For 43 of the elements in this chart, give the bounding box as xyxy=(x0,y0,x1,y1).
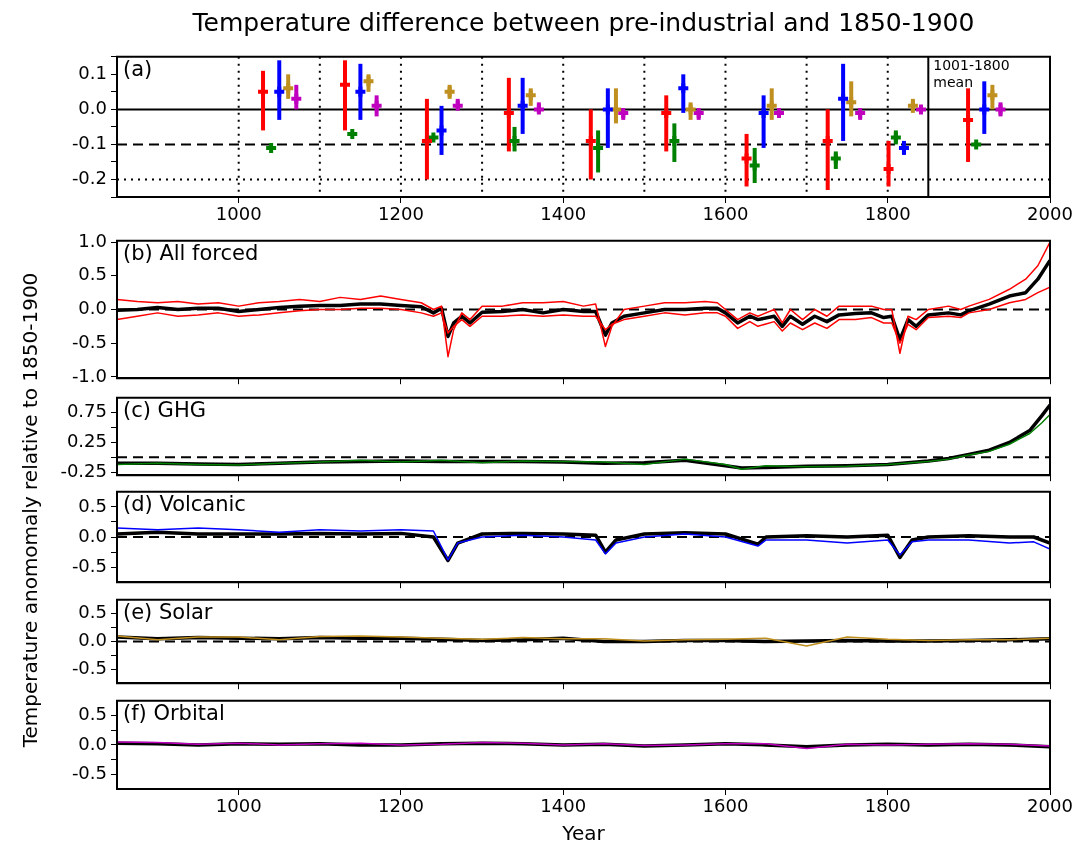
y-tick-label: 1.0 xyxy=(78,229,107,251)
x-tick-label: 1000 xyxy=(215,203,262,225)
y-tick-label: -0.5 xyxy=(71,761,107,783)
y-tick-label: 0.5 xyxy=(78,703,107,725)
y-tick-label: -0.5 xyxy=(71,330,107,352)
x-tick-label: 2000 xyxy=(1027,795,1073,817)
x-tick-label: 1800 xyxy=(864,203,911,225)
x-axis-title: Year xyxy=(561,821,606,845)
x-tick-label: 2000 xyxy=(1027,203,1073,225)
x-tick-label: 1600 xyxy=(702,203,749,225)
x-tick-label: 1200 xyxy=(378,795,424,817)
x-tick-label: 1400 xyxy=(540,203,587,225)
x-tick-label: 1400 xyxy=(540,795,587,817)
x-tick-label: 1200 xyxy=(378,203,424,225)
annotation: (a) xyxy=(123,56,153,81)
y-tick-label: -0.5 xyxy=(71,554,107,576)
annotation: (d) Volcanic xyxy=(123,491,246,516)
annotation: (e) Solar xyxy=(123,599,213,624)
x-tick-label: 1600 xyxy=(702,795,749,817)
x-tick-label: 1000 xyxy=(215,795,262,817)
y-tick-label: -0.1 xyxy=(71,132,107,154)
y-tick-label: 0.5 xyxy=(78,601,107,623)
y-tick-label: 0.0 xyxy=(78,524,107,546)
y-tick-label: 0.0 xyxy=(78,297,107,319)
annotation: (b) All forced xyxy=(123,240,259,265)
y-tick-label: -1.0 xyxy=(71,364,107,386)
y-axis-title: Temperature anomomaly relative to 1850-1900 xyxy=(18,272,42,748)
annotation: (f) Orbital xyxy=(123,700,225,725)
annotation: 1001-1800 mean xyxy=(933,57,1010,91)
x-tick-label: 1800 xyxy=(864,795,911,817)
y-tick-label: 0.25 xyxy=(66,430,107,452)
y-tick-label: 0.5 xyxy=(78,494,107,516)
y-tick-label: -0.25 xyxy=(60,459,107,481)
chart-title: Temperature difference between pre-industrial and 1850-1900 xyxy=(191,8,976,37)
y-tick-label: 0.0 xyxy=(78,732,107,754)
y-tick-label: -0.5 xyxy=(71,656,107,678)
annotation: (c) GHG xyxy=(123,397,206,422)
y-tick-label: 0.5 xyxy=(78,263,107,285)
y-tick-label: 0.0 xyxy=(78,629,107,651)
y-tick-label: 0.75 xyxy=(66,400,107,422)
y-tick-label: 0.1 xyxy=(78,62,107,83)
y-tick-label: 0.0 xyxy=(78,97,107,119)
y-tick-label: -0.2 xyxy=(71,167,107,189)
